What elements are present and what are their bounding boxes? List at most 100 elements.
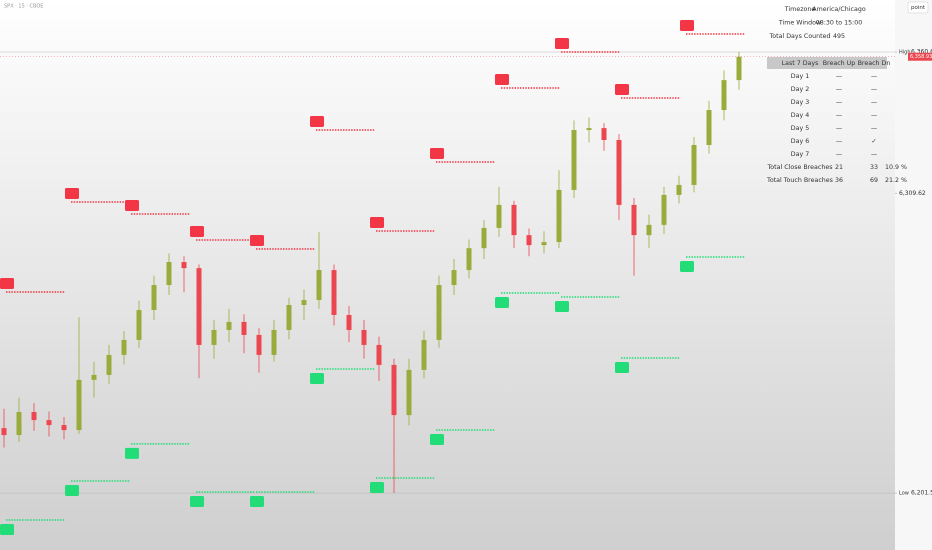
low-label: Low bbox=[899, 491, 909, 497]
candle-body bbox=[91, 374, 97, 380]
breach-marker bbox=[250, 234, 264, 246]
candle-body bbox=[586, 128, 592, 131]
candle-body bbox=[61, 425, 67, 431]
breach-marker bbox=[370, 481, 384, 493]
candle-body bbox=[151, 285, 157, 310]
table-cell: — bbox=[871, 151, 877, 158]
breach-marker bbox=[190, 225, 204, 237]
candle-body bbox=[466, 248, 472, 271]
info-value: America/Chicago bbox=[812, 6, 866, 13]
table-cell: Day 6 bbox=[791, 138, 809, 145]
breach-marker bbox=[555, 300, 569, 312]
candle-body bbox=[706, 110, 712, 146]
table-cell: Day 5 bbox=[791, 125, 809, 132]
price-scale bbox=[895, 0, 932, 550]
candle-body bbox=[316, 270, 322, 301]
candle-body bbox=[616, 140, 622, 205]
breach-marker bbox=[65, 484, 79, 496]
candle-body bbox=[181, 262, 187, 269]
table-cell: Total Close Breaches bbox=[767, 164, 833, 171]
candle-body bbox=[436, 285, 442, 340]
candle-body bbox=[106, 354, 112, 375]
table-cell: Day 3 bbox=[791, 99, 809, 106]
candle-body bbox=[196, 268, 202, 345]
table-header: Last 7 Days bbox=[782, 60, 819, 67]
info-key: Timezone bbox=[784, 6, 816, 13]
table-cell: 33 bbox=[870, 164, 878, 171]
y-tick-label: 6,201.59 bbox=[911, 490, 932, 497]
table-cell: — bbox=[871, 73, 877, 80]
candle-body bbox=[136, 309, 142, 340]
candle-body bbox=[226, 321, 232, 330]
breach-marker bbox=[430, 433, 444, 445]
candle-body bbox=[676, 184, 682, 195]
candle-body bbox=[391, 364, 397, 416]
table-cell: 21 bbox=[835, 164, 843, 171]
candle-body bbox=[211, 329, 217, 345]
high-label: High bbox=[899, 49, 911, 55]
breach-marker bbox=[495, 73, 509, 85]
candle-body bbox=[16, 412, 22, 436]
candle-body bbox=[301, 300, 307, 306]
button[interactable]: point bbox=[911, 5, 926, 11]
table-cell: — bbox=[836, 112, 842, 119]
table-cell: — bbox=[836, 99, 842, 106]
candle-body bbox=[601, 128, 607, 141]
candle-body bbox=[121, 339, 127, 355]
breach-marker bbox=[680, 19, 694, 31]
candle-body bbox=[571, 130, 577, 190]
table-cell: 21.2 % bbox=[885, 177, 907, 184]
candle-body bbox=[721, 80, 727, 111]
candle-body bbox=[256, 334, 262, 355]
breach-marker bbox=[370, 216, 384, 228]
info-key: Time Window bbox=[778, 20, 821, 27]
table-cell: — bbox=[836, 151, 842, 158]
breach-marker bbox=[190, 495, 204, 507]
last-price-label: 6,358.93 bbox=[910, 54, 932, 60]
breach-marker bbox=[310, 115, 324, 127]
button-bg[interactable] bbox=[907, 1, 929, 14]
table-cell: ✓ bbox=[871, 138, 876, 145]
table-cell: — bbox=[836, 86, 842, 93]
symbol: SPX · 15 · CBOE bbox=[4, 4, 43, 10]
candle-body bbox=[646, 224, 652, 236]
info-value: 495 bbox=[833, 33, 845, 40]
table-cell: — bbox=[871, 86, 877, 93]
plot: 6,201.59 6,309.62 6,360.64High Low 6,358.93 bbox=[0, 19, 932, 535]
table-cell: — bbox=[871, 99, 877, 106]
candle-body bbox=[166, 262, 172, 286]
y-tick-label: 6,309.62 bbox=[899, 190, 926, 197]
breach-marker bbox=[310, 372, 324, 384]
candle-body bbox=[406, 369, 412, 416]
candle-body bbox=[286, 305, 292, 330]
chart-background bbox=[0, 0, 895, 550]
table-cell: 10.9 % bbox=[885, 164, 907, 171]
breach-marker bbox=[615, 361, 629, 373]
candle-body bbox=[361, 329, 367, 345]
candle-body bbox=[46, 420, 52, 426]
table-cell: 69 bbox=[870, 177, 878, 184]
table-cell: — bbox=[871, 125, 877, 132]
table-header: Breach Up bbox=[823, 60, 856, 67]
candle-body bbox=[376, 344, 382, 365]
candle-body bbox=[541, 242, 547, 246]
breach-marker bbox=[555, 37, 569, 49]
table-cell: — bbox=[836, 138, 842, 145]
breach-marker bbox=[0, 277, 14, 289]
candle-body bbox=[346, 314, 352, 330]
breach-marker bbox=[125, 199, 139, 211]
table-cell: Total Touch Breaches bbox=[766, 177, 833, 184]
table-cell: Day 1 bbox=[791, 73, 809, 80]
breach-marker bbox=[125, 447, 139, 459]
breach-marker bbox=[495, 296, 509, 308]
candle-body bbox=[496, 204, 502, 228]
candle-body bbox=[331, 270, 337, 315]
table-cell: — bbox=[871, 112, 877, 119]
candle-body bbox=[511, 204, 517, 236]
breach-marker bbox=[680, 260, 694, 272]
candle-body bbox=[421, 339, 427, 370]
candle-body bbox=[1, 428, 7, 436]
